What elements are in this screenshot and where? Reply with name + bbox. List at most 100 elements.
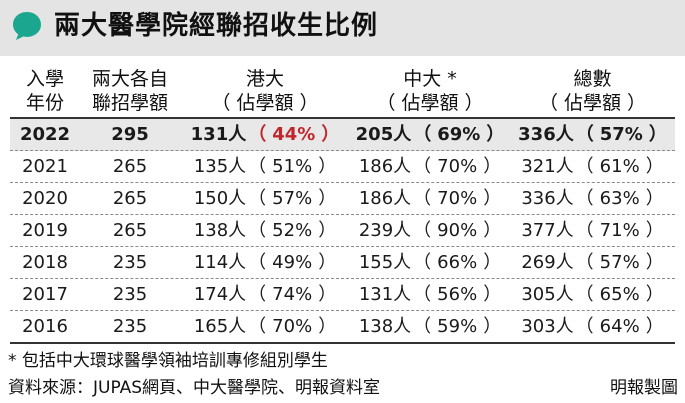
cuhk-cell-share: （69%） (413, 119, 504, 150)
total-cell: 377人（71%） (510, 215, 675, 246)
paren-close: ） (483, 316, 502, 337)
hku-cell-percent: 51% (272, 156, 313, 177)
header-cuhk-line1: 中大 * (403, 67, 457, 90)
hku-cell-share: （52%） (248, 215, 336, 246)
paren-open: （ (248, 156, 267, 177)
paren-open: （ (575, 284, 594, 305)
paren-open: （ (413, 316, 432, 337)
total-cell: 305人（65%） (510, 279, 675, 310)
paren-close: ） (318, 220, 337, 241)
paren-open: （ (575, 156, 594, 177)
table-row: 2017 235 174人（74%） 131人（56%） 305人（65%） (10, 279, 675, 311)
paren-open: （ (413, 188, 432, 209)
header-total: 總數 （ 佔學額 ） (510, 64, 675, 117)
hku-cell-share: （51%） (248, 151, 336, 182)
paren-open: （ (575, 316, 594, 337)
footnote: * 包括中大環球醫學領袖培訓專修組別學生 (8, 351, 328, 371)
paren-open: （ (575, 220, 594, 241)
total-cell: 336人（63%） (510, 183, 675, 214)
paren-open: （ (248, 316, 267, 337)
total-cell-percent: 61% (599, 156, 640, 177)
cuhk-cell-percent: 69% (437, 124, 481, 145)
cuhk-cell-share: （70%） (413, 151, 501, 182)
paren-open: （ (248, 252, 267, 273)
hku-cell: 174人（74%） (180, 279, 350, 310)
hku-cell-share: （74%） (248, 279, 336, 310)
year-cell: 2021 (22, 156, 68, 177)
paren-close: ） (648, 124, 667, 145)
paren-close: ） (483, 284, 502, 305)
paren-close: ） (645, 188, 664, 209)
paren-open: （ (575, 252, 594, 273)
paren-close: ） (645, 156, 664, 177)
quota-cell: 235 (112, 316, 148, 337)
cuhk-cell-count: 155人 (358, 252, 412, 273)
total-cell-percent: 57% (599, 124, 643, 145)
paren-close: ） (483, 156, 502, 177)
total-cell-percent: 71% (599, 220, 640, 241)
cuhk-cell-count: 186人 (358, 156, 412, 177)
paren-close: ） (645, 252, 664, 273)
paren-open: （ (413, 124, 432, 145)
total-cell: 269人（57%） (510, 247, 675, 278)
total-cell-count: 303人 (521, 316, 574, 337)
paren-close: ） (483, 188, 502, 209)
paren-close: ） (318, 188, 337, 209)
header-total-line1: 總數 (573, 67, 612, 90)
total-cell-percent: 64% (599, 316, 640, 337)
table-header: 入學 年份 兩大各自 聯招學額 港大 （ 佔學額 ） 中大 * （ 佔學額 ） … (10, 64, 675, 119)
paren-close: ） (321, 124, 340, 145)
cuhk-cell-count: 239人 (358, 220, 412, 241)
total-cell-percent: 65% (599, 284, 640, 305)
header-year: 入學 年份 (10, 64, 80, 117)
total-cell-count: 269人 (521, 252, 574, 273)
hku-cell-percent: 57% (272, 188, 313, 209)
total-cell: 336人（57%） (510, 119, 675, 150)
admission-table: 入學 年份 兩大各自 聯招學額 港大 （ 佔學額 ） 中大 * （ 佔學額 ） … (10, 64, 675, 344)
year-cell: 2019 (22, 220, 68, 241)
header-quota: 兩大各自 聯招學額 (80, 64, 180, 117)
header-quota-line2: 聯招學額 (91, 91, 168, 114)
table-row: 2020 265 150人（57%） 186人（70%） 336人（63%） (10, 183, 675, 215)
cuhk-cell-share: （66%） (413, 247, 501, 278)
paren-open: （ (248, 220, 267, 241)
total-cell-count: 377人 (521, 220, 574, 241)
hku-cell-percent: 70% (272, 316, 313, 337)
cuhk-cell: 205人（69%） (350, 119, 510, 150)
total-cell-count: 305人 (521, 284, 574, 305)
paren-close: ） (483, 252, 502, 273)
quota-cell: 235 (112, 284, 148, 305)
paren-close: ） (318, 156, 337, 177)
hku-cell-share: （49%） (248, 247, 336, 278)
paren-close: ） (483, 220, 502, 241)
hku-cell-count: 131人 (190, 124, 247, 145)
hku-cell: 150人（57%） (180, 183, 350, 214)
total-cell-percent: 63% (599, 188, 640, 209)
total-cell-share: （65%） (576, 279, 664, 310)
paren-open: （ (248, 284, 267, 305)
year-cell: 2016 (22, 316, 68, 337)
table-row: 2018 235 114人（49%） 155人（66%） 269人（57%） (10, 247, 675, 279)
year-cell: 2022 (19, 124, 71, 145)
cuhk-cell: 186人（70%） (350, 151, 510, 182)
cuhk-cell-share: （90%） (413, 215, 501, 246)
hku-cell-share: （57%） (248, 183, 336, 214)
cuhk-cell-count: 138人 (358, 316, 412, 337)
header-year-line2: 年份 (25, 91, 64, 114)
hku-cell-percent: 52% (272, 220, 313, 241)
hku-cell-share: （44%） (248, 119, 339, 150)
total-cell-count: 321人 (521, 156, 574, 177)
cuhk-cell-count: 205人 (355, 124, 412, 145)
speech-bubble-icon (13, 12, 41, 40)
paren-close: ） (645, 316, 664, 337)
hku-cell-percent: 49% (272, 252, 313, 273)
paren-close: ） (645, 220, 664, 241)
paren-open: （ (575, 188, 594, 209)
paren-close: ） (645, 284, 664, 305)
hku-cell: 135人（51%） (180, 151, 350, 182)
cuhk-cell: 239人（90%） (350, 215, 510, 246)
header-total-line2: （ 佔學額 ） (538, 91, 647, 114)
header-cuhk-line2: （ 佔學額 ） (376, 91, 484, 114)
total-cell-share: （57%） (576, 119, 667, 150)
cuhk-cell: 155人（66%） (350, 247, 510, 278)
